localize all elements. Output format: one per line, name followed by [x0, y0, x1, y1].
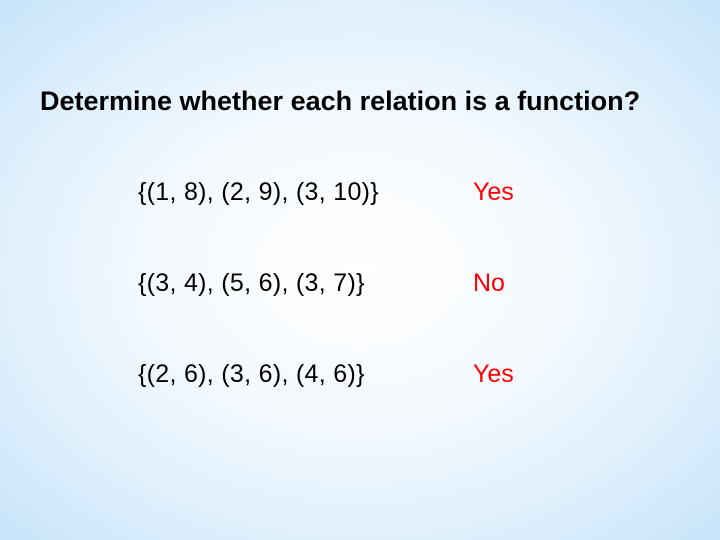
relation-text: {(2, 6), (3, 6), (4, 6)}	[138, 360, 473, 389]
slide-title: Determine whether each relation is a fun…	[40, 86, 640, 117]
slide: Determine whether each relation is a fun…	[0, 0, 720, 540]
relation-text: {(1, 8), (2, 9), (3, 10)}	[138, 178, 473, 207]
relation-row: {(3, 4), (5, 6), (3, 7)} No	[138, 269, 628, 298]
answer-text: No	[473, 269, 505, 298]
content-area: {(1, 8), (2, 9), (3, 10)} Yes {(3, 4), (…	[138, 178, 628, 451]
answer-text: Yes	[473, 178, 514, 207]
relation-row: {(2, 6), (3, 6), (4, 6)} Yes	[138, 360, 628, 389]
relation-row: {(1, 8), (2, 9), (3, 10)} Yes	[138, 178, 628, 207]
answer-text: Yes	[473, 360, 514, 389]
relation-text: {(3, 4), (5, 6), (3, 7)}	[138, 269, 473, 298]
